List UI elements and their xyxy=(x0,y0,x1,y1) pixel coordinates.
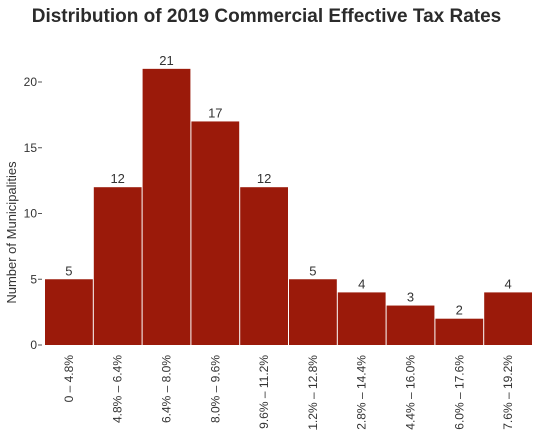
x-tick-label-2: 4.8% – 6.4% xyxy=(111,355,125,423)
value-label-3: 21 xyxy=(159,53,173,68)
bar-7 xyxy=(337,292,386,345)
x-tick-label-9: 16.0% – 17.6% xyxy=(452,355,466,430)
bar-3 xyxy=(142,68,191,345)
x-tick-label-3: 6.4% – 8.0% xyxy=(160,355,174,423)
x-axis: 0 – 4.8% 4.8% – 6.4% 6.4% – 8.0% 8.0% – 9.6… xyxy=(62,355,515,430)
value-label-8: 3 xyxy=(407,290,414,305)
bar-8 xyxy=(386,305,435,345)
value-label-4: 17 xyxy=(208,105,222,120)
bar-5 xyxy=(240,187,288,345)
y-tick-label-5: 5 xyxy=(30,272,37,286)
y-tick-label-20: 20 xyxy=(24,75,38,89)
value-label-7: 4 xyxy=(358,276,365,291)
value-labels-group: 5 12 21 17 12 5 4 3 2 4 xyxy=(65,53,511,318)
x-tick-label-4: 8.0% – 9.6% xyxy=(208,355,222,423)
y-tick-label-10: 10 xyxy=(24,207,38,221)
value-label-6: 5 xyxy=(309,263,316,278)
bar-9 xyxy=(435,318,484,345)
bar-4 xyxy=(191,121,240,345)
x-tick-label-10: 17.6% – 19.2% xyxy=(501,355,515,430)
value-label-1: 5 xyxy=(65,263,72,278)
bar-10 xyxy=(484,292,532,345)
y-tick-label-0: 0 xyxy=(30,338,37,352)
bar-2 xyxy=(93,187,142,345)
x-tick-label-6: 11.2% – 12.8% xyxy=(306,355,320,430)
value-label-9: 2 xyxy=(456,303,463,318)
bar-6 xyxy=(289,279,337,345)
y-axis: 0 5 10 15 20 xyxy=(24,75,42,352)
y-tick-label-15: 15 xyxy=(24,141,38,155)
bar-1 xyxy=(45,279,93,345)
x-tick-label-1: 0 – 4.8% xyxy=(62,355,76,403)
y-axis-title: Number of Municipalities xyxy=(4,161,19,304)
x-tick-label-7: 12.8% – 14.4% xyxy=(355,355,369,430)
value-label-2: 12 xyxy=(110,171,124,186)
x-tick-label-5: 9.6% – 11.2% xyxy=(257,355,271,429)
value-label-10: 4 xyxy=(504,276,511,291)
chart-title: Distribution of 2019 Commercial Effectiv… xyxy=(31,6,502,27)
bars-group xyxy=(45,68,532,345)
x-tick-label-8: 14.4% – 16.0% xyxy=(404,355,418,430)
value-label-5: 12 xyxy=(257,171,271,186)
